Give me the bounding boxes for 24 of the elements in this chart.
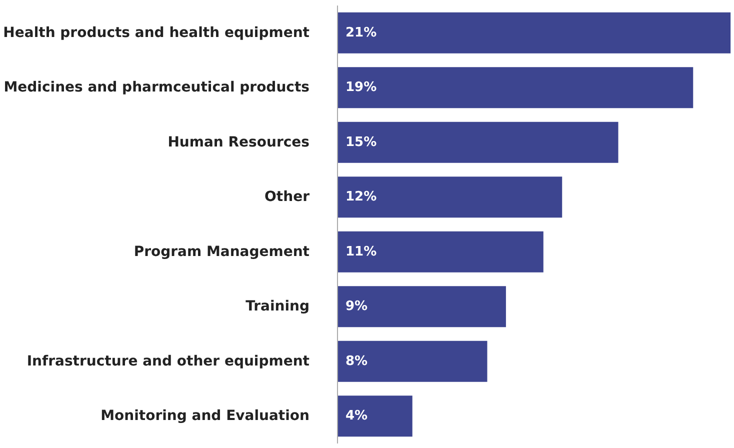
bar [338,67,694,108]
y-tick-label: Program Management [134,244,310,260]
y-tick-label: Human Resources [168,134,310,150]
data-label: 9% [346,299,368,314]
y-tick-label: Other [264,189,310,206]
bar [338,176,562,218]
y-tick-label: Monitoring and Evaluation [100,408,310,424]
data-label: 15% [346,134,377,150]
y-tick-label: Training [246,298,310,315]
y-tick-label: Infrastructure and other equipment [26,353,310,370]
data-label: 12% [346,190,377,205]
bar [338,340,488,382]
bar [338,231,544,272]
y-tick-label: Medicines and pharmceutical products [4,80,310,96]
bar [338,122,618,163]
data-label: 11% [346,244,377,260]
data-label: 8% [346,354,368,369]
bar [338,12,731,54]
data-label: 19% [346,80,377,96]
y-tick-label: Health products and health equipment [3,24,310,41]
bar [338,286,506,328]
bar [338,396,412,437]
data-label: 4% [346,408,368,424]
data-label: 21% [346,25,377,40]
